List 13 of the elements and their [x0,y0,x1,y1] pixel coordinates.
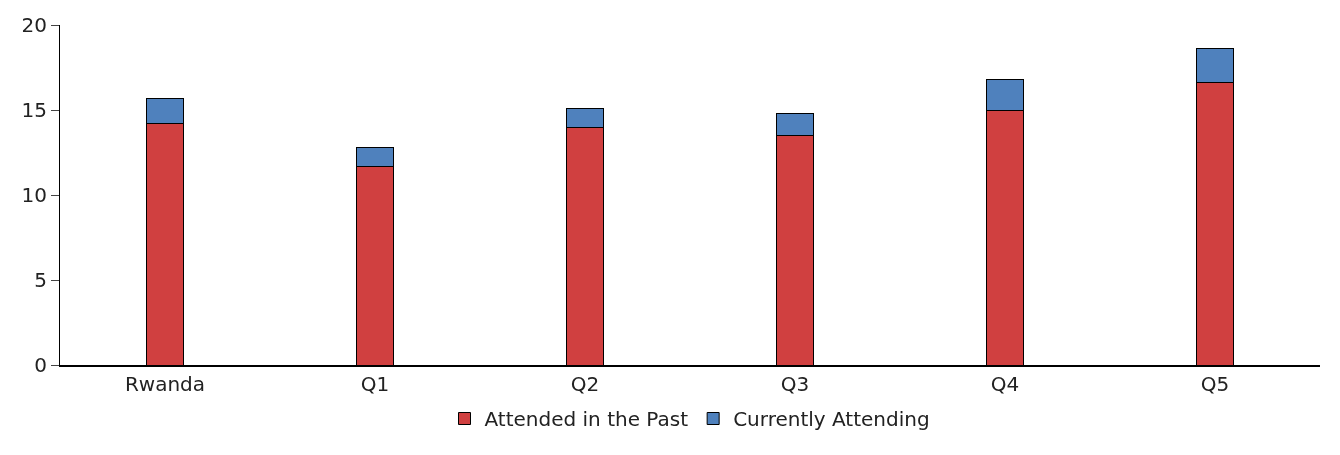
legend-label: Attended in the Past [484,407,689,432]
legend-label: Currently Attending [733,407,930,432]
y-tick-label: 0 [34,353,47,377]
y-tick-label: 20 [21,13,47,37]
x-tick-label: Q4 [990,372,1020,396]
x-tick-label: Rwanda [124,372,206,396]
y-tick-label: 5 [34,268,47,292]
y-tick-label: 10 [21,183,47,207]
x-tick-label: Q5 [1200,372,1230,396]
x-tick-label: Q3 [780,372,810,396]
y-tick-label: 15 [21,98,47,122]
x-tick-label: Q1 [360,372,390,396]
x-tick-label: Q2 [570,372,600,396]
